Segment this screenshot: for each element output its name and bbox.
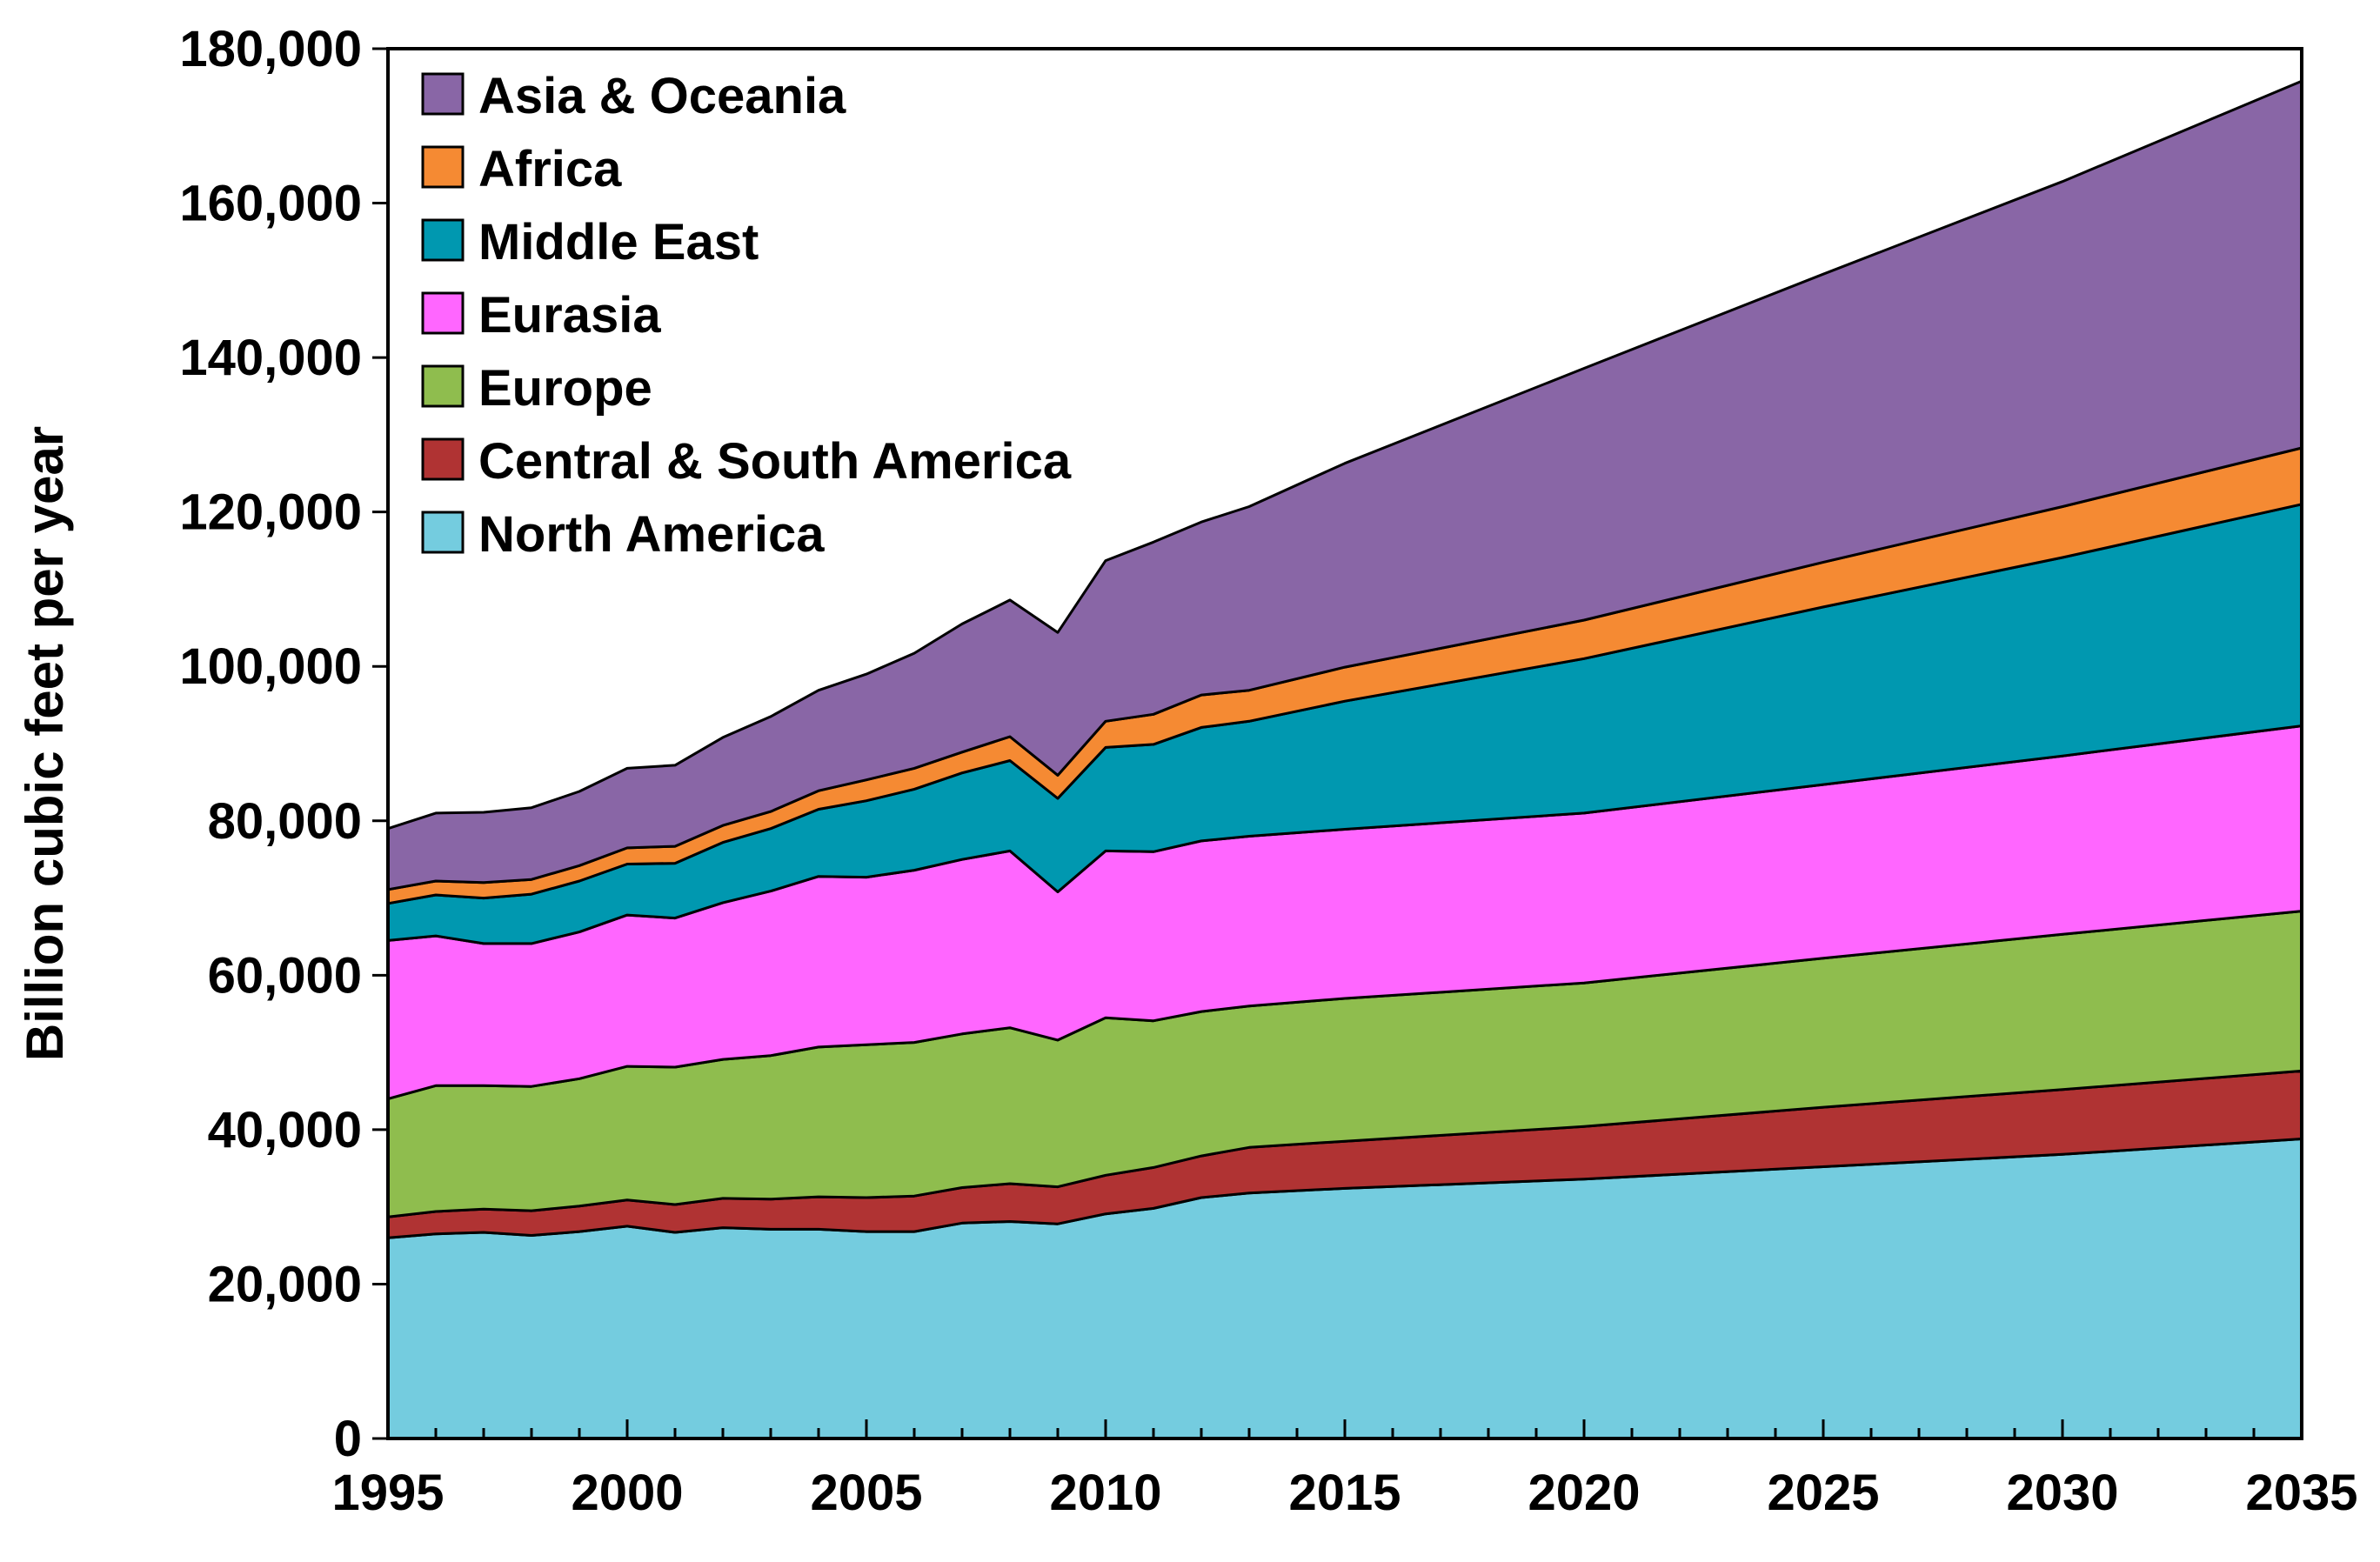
y-tick-label: 140,000 bbox=[179, 330, 362, 386]
legend-label-central-south-america: Central & South America bbox=[478, 433, 1072, 490]
y-tick-label: 100,000 bbox=[179, 638, 362, 695]
y-tick-label: 160,000 bbox=[179, 176, 362, 232]
legend-label-north-america: North America bbox=[478, 506, 825, 563]
legend-swatch-europe bbox=[421, 364, 465, 408]
legend-swatch-eurasia bbox=[421, 291, 465, 335]
x-tick-label: 1995 bbox=[331, 1465, 444, 1521]
x-tick-label: 2010 bbox=[1049, 1465, 1161, 1521]
x-tick-labels: 1995 2000 2005 2010 2015 2020 2025 2030 2035 bbox=[331, 1465, 2357, 1521]
y-tick-labels: 0 20,000 40,000 60,000 80,000 100,000 120,000 1… bbox=[179, 21, 362, 1467]
y-tick-label: 180,000 bbox=[179, 21, 362, 77]
plot-frame bbox=[386, 47, 2303, 1440]
legend-swatch-africa bbox=[421, 145, 465, 189]
legend-label-eurasia: Eurasia bbox=[478, 287, 661, 344]
legend-label-europe: Europe bbox=[478, 360, 652, 417]
y-axis-title: Billion cubic feet per year bbox=[16, 426, 74, 1061]
legend-swatch-asia-oceania bbox=[421, 72, 465, 116]
legend-label-middle-east: Middle East bbox=[478, 214, 759, 270]
y-tick-label: 40,000 bbox=[208, 1102, 362, 1158]
x-tick-label: 2020 bbox=[1528, 1465, 1640, 1521]
x-tick-label: 2000 bbox=[571, 1465, 683, 1521]
y-tick-label: 60,000 bbox=[208, 947, 362, 1004]
x-tick-label: 2030 bbox=[2006, 1465, 2118, 1521]
x-tick-label: 2035 bbox=[2245, 1465, 2357, 1521]
legend-swatch-central-south-america bbox=[421, 437, 465, 481]
x-tick-label: 2025 bbox=[1767, 1465, 1879, 1521]
y-tick-label: 0 bbox=[334, 1411, 362, 1467]
y-tick-label: 20,000 bbox=[208, 1256, 362, 1312]
y-tick-label: 80,000 bbox=[208, 793, 362, 850]
legend-swatch-middle-east bbox=[421, 218, 465, 262]
legend: Asia & Oceania Africa Middle East Eurasia Eu… bbox=[421, 68, 1072, 563]
legend-label-africa: Africa bbox=[478, 141, 622, 197]
legend-label-asia-oceania: Asia & Oceania bbox=[478, 68, 846, 124]
y-tick-label: 120,000 bbox=[179, 484, 362, 541]
legend-swatch-north-america bbox=[421, 511, 465, 554]
x-tick-label: 2005 bbox=[810, 1465, 922, 1521]
x-tick-label: 2015 bbox=[1288, 1465, 1401, 1521]
